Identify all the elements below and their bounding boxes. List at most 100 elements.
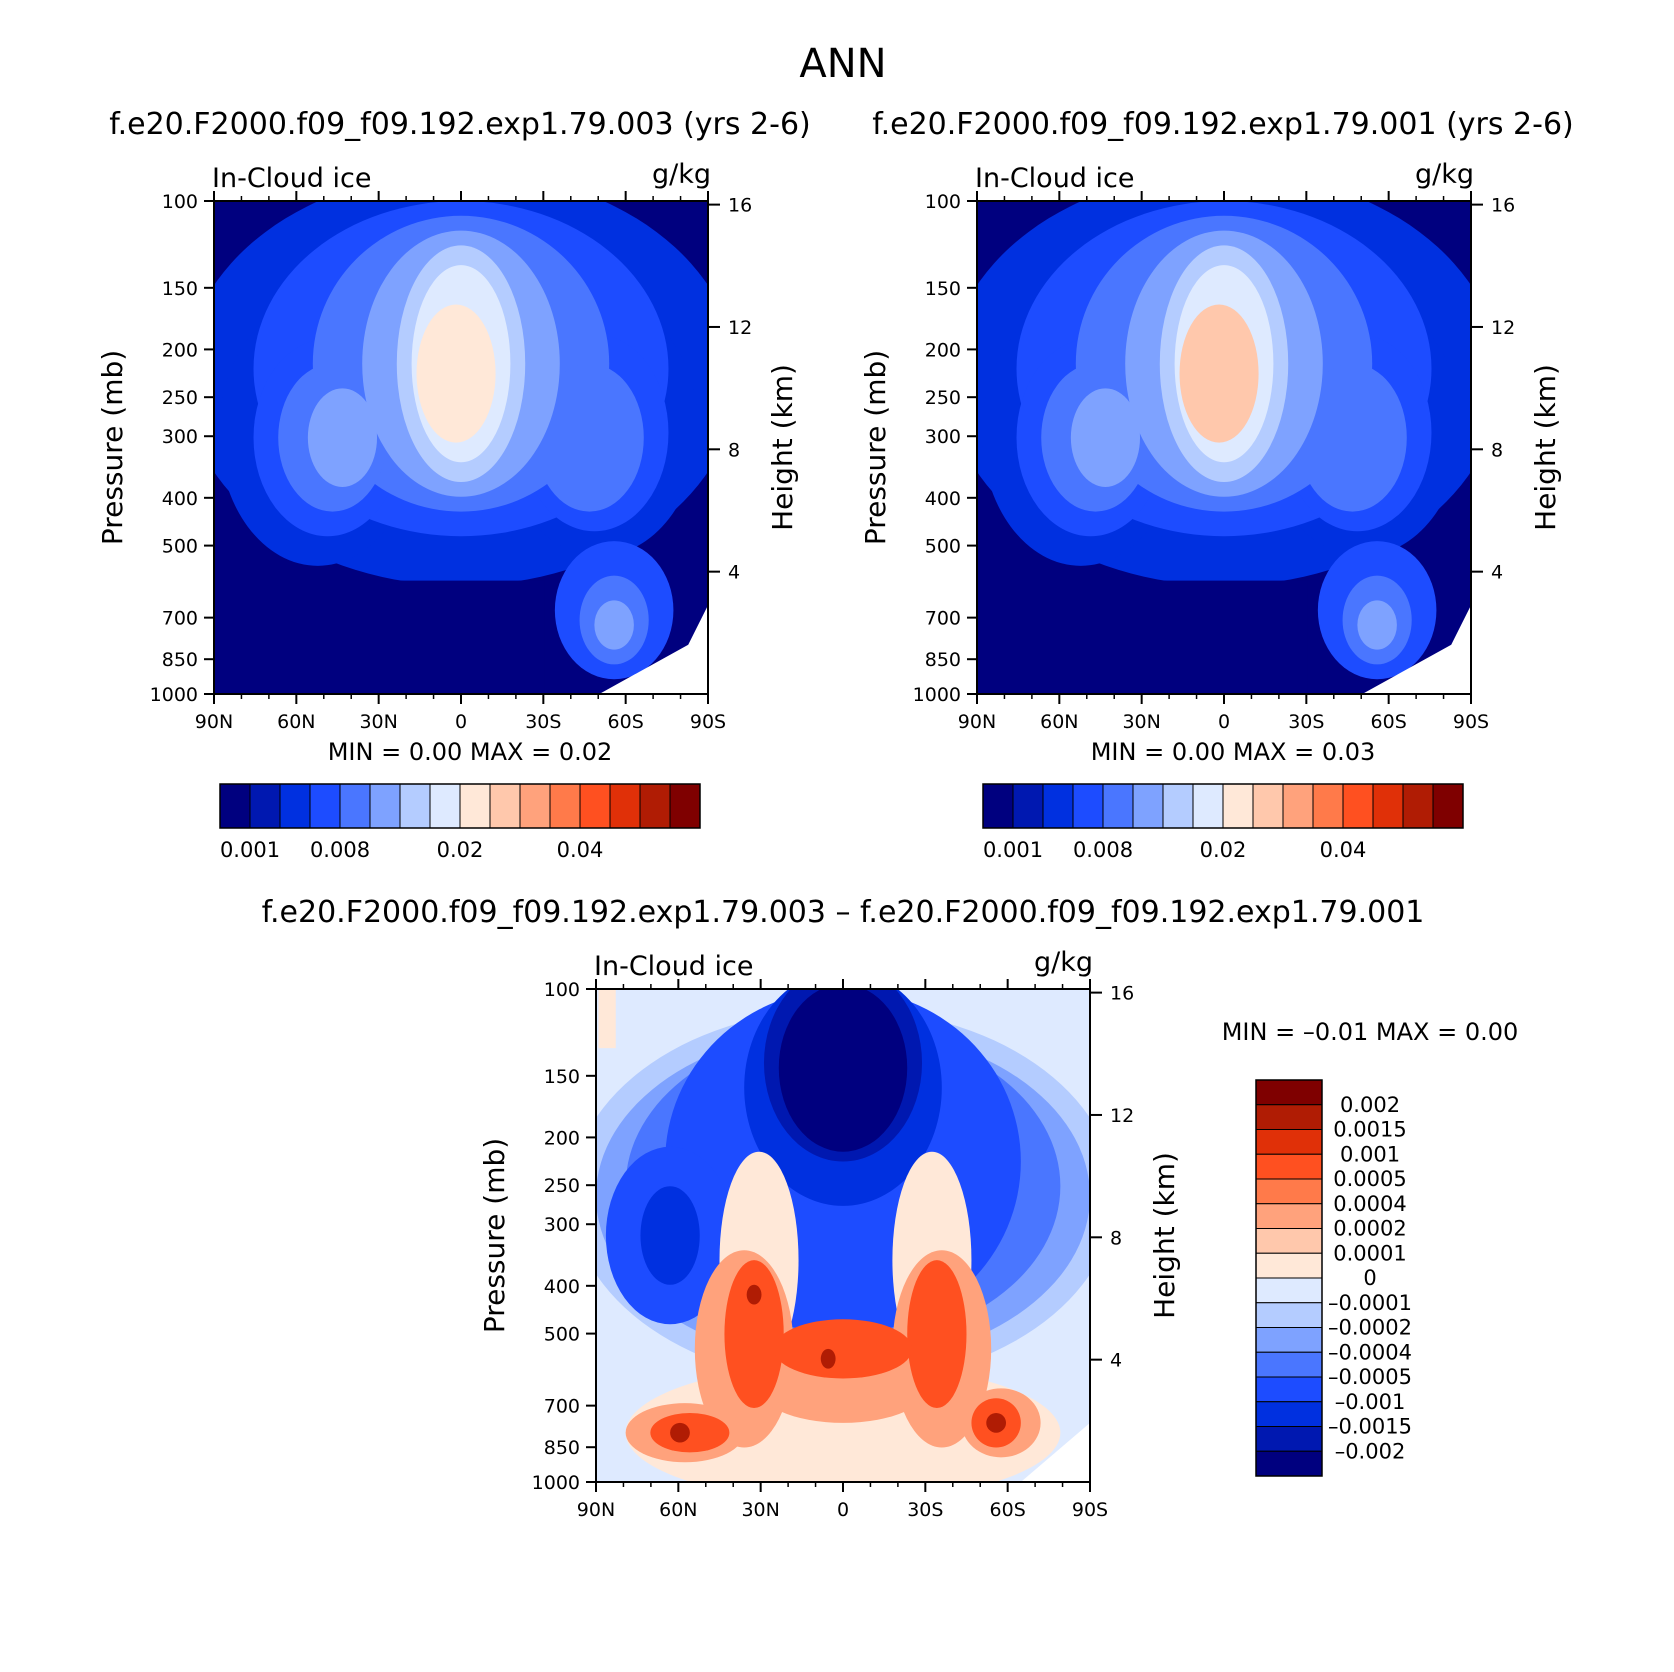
colorbar-swatch	[1255, 1104, 1323, 1130]
colorbar-label: 0.04	[1320, 838, 1367, 862]
colorbar-swatch	[1162, 783, 1194, 829]
colorbar-label: 0.008	[310, 838, 370, 862]
contour-fill	[778, 989, 908, 1152]
contour-fill	[1144, 580, 1308, 694]
colorbar-label: 0.04	[557, 838, 604, 862]
colorbar-swatch	[1042, 783, 1074, 829]
x-tick-label: 30S	[907, 1499, 943, 1521]
x-tick-label: 90N	[958, 711, 996, 733]
y-tick-label: 400	[162, 488, 198, 510]
colorbar-label: 0.0001	[1333, 1241, 1406, 1265]
control-colorbar: 0.001 0.008 0.02 0.04	[982, 783, 1464, 862]
contour-fill	[670, 1422, 690, 1443]
colorbar-label: 0.0005	[1333, 1167, 1406, 1191]
x-tick-label: 60N	[659, 1499, 697, 1521]
x-tick-label: 0	[837, 1499, 849, 1521]
colorbar-label: 0.0004	[1333, 1192, 1406, 1216]
min-max-summary: MIN = 0.00 MAX = 0.03	[1091, 738, 1376, 766]
control-contour-field	[977, 201, 1471, 694]
y2-tick-label: 8	[728, 439, 740, 461]
x-tick-label: 90N	[195, 711, 233, 733]
colorbar-swatch	[1282, 783, 1314, 829]
colorbar-label: 0.0015	[1333, 1118, 1406, 1142]
test-colorbar: 0.001 0.008 0.02 0.04	[219, 783, 701, 862]
contour-fill	[773, 1319, 913, 1379]
x-tick-label: 0	[455, 711, 467, 733]
contour-fill	[1298, 363, 1407, 512]
colorbar-label: –0.0001	[1328, 1291, 1412, 1315]
y2-tick-label: 8	[1110, 1227, 1122, 1249]
contour-fill	[650, 1412, 730, 1453]
colorbar-frame	[982, 783, 1464, 829]
colorbar-label: 0.001	[983, 838, 1043, 862]
y2-axis-title: Height (km)	[1529, 364, 1562, 531]
y2-tick-label: 12	[1110, 1105, 1134, 1127]
colorbar-swatch	[249, 783, 281, 829]
y-tick-label: 1000	[913, 684, 961, 706]
colorbar-swatch	[279, 783, 311, 829]
y-tick-label: 500	[925, 536, 961, 558]
y2-tick-label: 16	[728, 195, 752, 217]
y-tick-label: 300	[925, 426, 961, 448]
y2-tick-label: 4	[1491, 562, 1503, 584]
x-tick-label: 0	[1218, 711, 1230, 733]
colorbar-swatch	[1255, 1277, 1323, 1304]
panel-title: f.e20.F2000.f09_f09.192.exp1.79.003 – f.…	[262, 895, 1425, 930]
contour-fill	[724, 1260, 784, 1409]
contour-fill	[1179, 304, 1259, 443]
missing-data-area	[599, 605, 708, 694]
y-tick-label: 150	[162, 278, 198, 300]
x-tick-label: 90N	[577, 1499, 615, 1521]
contour-fill	[1357, 600, 1397, 650]
y-tick-label: 1000	[532, 1472, 580, 1494]
colorbar-swatch	[1252, 783, 1284, 829]
colorbar-label: 0.0002	[1333, 1217, 1406, 1241]
y-tick-label: 500	[544, 1324, 580, 1346]
y-tick-label: 150	[544, 1066, 580, 1088]
x-tick-label: 60N	[277, 711, 315, 733]
y-tick-label: 250	[544, 1175, 580, 1197]
missing-data-area	[1020, 1422, 1090, 1482]
x-tick-label: 60S	[608, 711, 644, 733]
colorbar-swatch	[1255, 1203, 1323, 1229]
colorbar-swatch	[579, 783, 611, 829]
colorbar-swatch	[1402, 783, 1434, 829]
colorbar-swatch	[1255, 1079, 1323, 1106]
left-label: In-Cloud ice	[975, 163, 1134, 194]
y-tick-label: 250	[925, 387, 961, 409]
x-tick-label: 60S	[990, 1499, 1026, 1521]
x-tick-label: 60S	[1371, 711, 1407, 733]
colorbar-swatch	[1372, 783, 1404, 829]
difference-panel: 90N 60N 30N 0 30S 60S 90S 100 150 200 250 300 400 500…	[262, 895, 1519, 1521]
y-tick-label: 150	[925, 278, 961, 300]
colorbar-swatch	[519, 783, 551, 829]
difference-contour-field	[596, 989, 1090, 1482]
colorbar-swatch	[219, 783, 251, 829]
panel-title: f.e20.F2000.f09_f09.192.exp1.79.001 (yrs…	[872, 107, 1574, 142]
y-axis-title: Pressure (mb)	[96, 350, 129, 545]
page-title: ANN	[799, 41, 886, 87]
colorbar-swatch	[1255, 1129, 1323, 1155]
test-contour-field	[214, 201, 708, 694]
y-tick-label: 200	[925, 339, 961, 361]
colorbar-label: 0.002	[1340, 1093, 1400, 1117]
missing-data-area	[1362, 605, 1471, 694]
colorbar-swatch	[1312, 783, 1344, 829]
colorbar-label: –0.001	[1335, 1390, 1406, 1414]
colorbar-frame	[1255, 1079, 1323, 1477]
colorbar-swatch	[1072, 783, 1104, 829]
y2-tick-label: 16	[1491, 195, 1515, 217]
colorbar-swatch	[549, 783, 581, 829]
x-tick-label: 30N	[1122, 711, 1160, 733]
colorbar-label: 0.001	[1340, 1142, 1400, 1166]
right-label: g/kg	[1415, 159, 1474, 190]
y-tick-label: 500	[162, 536, 198, 558]
colorbar-swatch	[609, 783, 641, 829]
x-tick-label: 30N	[359, 711, 397, 733]
colorbar-swatch	[639, 783, 671, 829]
colorbar-swatch	[489, 783, 521, 829]
colorbar-label: –0.0004	[1328, 1340, 1412, 1364]
difference-colorbar: 0.0020.00150.0010.00050.00040.00020.0001…	[1255, 1079, 1412, 1477]
x-tick-label: 90S	[1072, 1499, 1108, 1521]
contour-fill	[907, 1260, 967, 1409]
